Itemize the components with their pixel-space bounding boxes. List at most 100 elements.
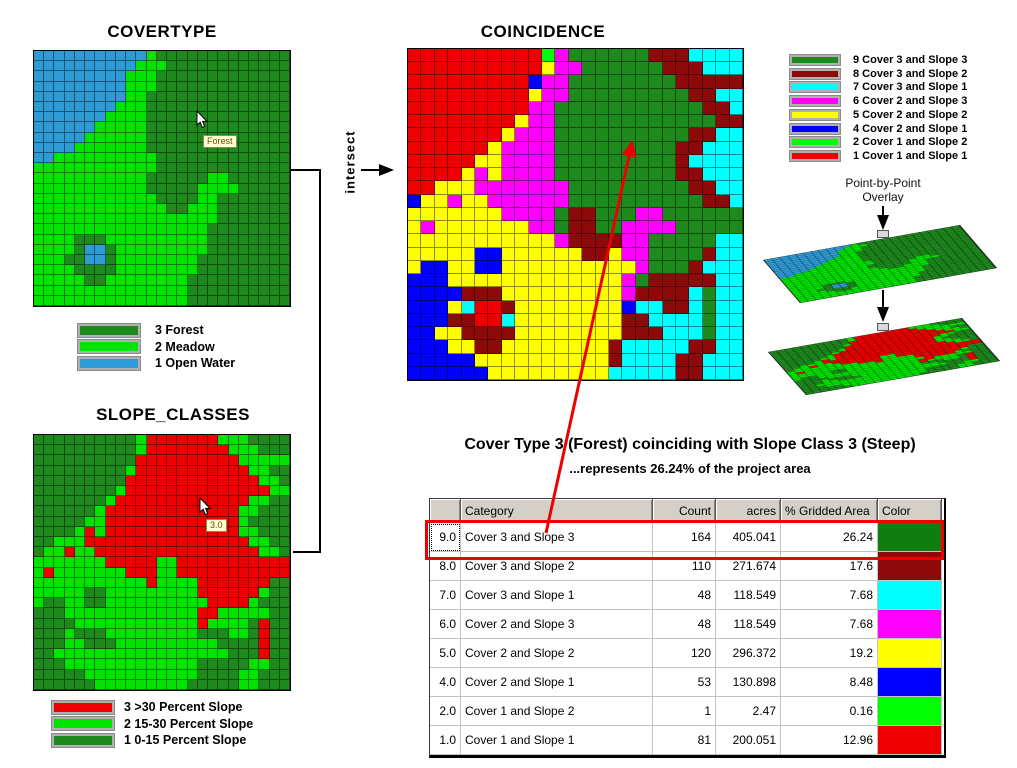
overlay-point-marker xyxy=(877,323,889,331)
table-row[interactable]: 7.0 Cover 3 and Slope 1 48 118.549 7.68 xyxy=(430,581,944,610)
cell-pct-gridded-area[interactable]: 19.2 xyxy=(781,639,878,668)
grid-cell xyxy=(675,327,690,341)
column-header[interactable]: acres xyxy=(716,499,781,523)
table-row[interactable]: 5.0 Cover 2 and Slope 2 120 296.372 19.2 xyxy=(430,639,944,668)
grid-cell xyxy=(269,214,280,225)
coincidence-statistics-table[interactable]: Category Count acres% Gridded Area Color 9.0… xyxy=(429,498,946,758)
cell-pct-gridded-area[interactable]: 7.68 xyxy=(781,581,878,610)
cell-record-id[interactable]: 7.0 xyxy=(430,581,461,610)
grid-cell xyxy=(95,598,106,609)
grid-cell xyxy=(488,366,502,380)
column-header[interactable]: Color xyxy=(878,499,942,523)
cell-color-swatch[interactable] xyxy=(878,726,942,755)
grid-cell xyxy=(568,313,583,328)
grid-cell xyxy=(259,445,270,456)
cell-color-swatch[interactable] xyxy=(878,697,942,726)
grid-cell xyxy=(34,193,45,204)
table-row[interactable]: 8.0 Cover 3 and Slope 2 110 271.674 17.6 xyxy=(430,552,944,581)
cell-record-id[interactable]: 9.0 xyxy=(430,523,461,552)
covertype-map[interactable] xyxy=(33,50,291,307)
cell-category[interactable]: Cover 1 and Slope 2 xyxy=(461,697,653,726)
grid-cell xyxy=(156,234,168,245)
cell-record-id[interactable]: 5.0 xyxy=(430,639,461,668)
cell-pct-gridded-area[interactable]: 12.96 xyxy=(781,726,878,755)
cell-color-swatch[interactable] xyxy=(878,552,942,581)
cell-acres[interactable]: 130.898 xyxy=(716,668,781,697)
cell-count[interactable]: 1 xyxy=(653,697,716,726)
grid-cell xyxy=(622,313,636,328)
cell-acres[interactable]: 118.549 xyxy=(716,610,781,639)
cell-color-swatch[interactable] xyxy=(878,523,942,552)
legend-label: 1 Cover 1 and Slope 1 xyxy=(853,149,968,162)
column-header[interactable]: Category xyxy=(461,499,653,523)
cell-pct-gridded-area[interactable]: 26.24 xyxy=(781,523,878,552)
grid-cell xyxy=(167,628,178,639)
grid-cell xyxy=(34,475,45,486)
table-row[interactable]: 6.0 Cover 2 and Slope 3 48 118.549 7.68 xyxy=(430,610,944,639)
grid-cell xyxy=(474,247,489,261)
cell-acres[interactable]: 271.674 xyxy=(716,552,781,581)
cell-category[interactable]: Cover 1 and Slope 1 xyxy=(461,726,653,755)
grid-cell xyxy=(177,475,188,486)
cell-count[interactable]: 164 xyxy=(653,523,716,552)
cell-category[interactable]: Cover 3 and Slope 3 xyxy=(461,523,653,552)
grid-cell xyxy=(434,340,449,354)
grid-cell xyxy=(218,224,229,235)
cell-color-swatch[interactable] xyxy=(878,668,942,697)
grid-cell xyxy=(249,122,260,133)
table-row[interactable]: 2.0 Cover 1 and Slope 2 1 2.47 0.16 xyxy=(430,697,944,726)
table-row[interactable]: 9.0 Cover 3 and Slope 3 164 405.041 26.24 xyxy=(430,523,944,552)
cell-acres[interactable]: 296.372 xyxy=(716,639,781,668)
grid-cell xyxy=(249,567,260,578)
cell-record-id[interactable]: 8.0 xyxy=(430,552,461,581)
slope-classes-map[interactable] xyxy=(33,434,291,691)
cell-color-swatch[interactable] xyxy=(878,581,942,610)
cell-category[interactable]: Cover 2 and Slope 2 xyxy=(461,639,653,668)
grid-cell xyxy=(34,536,45,548)
column-header[interactable] xyxy=(430,499,461,523)
cell-acres[interactable]: 405.041 xyxy=(716,523,781,552)
cell-category[interactable]: Cover 3 and Slope 1 xyxy=(461,581,653,610)
grid-cell xyxy=(716,101,730,116)
cell-category[interactable]: Cover 2 and Slope 3 xyxy=(461,610,653,639)
covertype-maptip: Forest xyxy=(203,135,237,148)
grid-cell xyxy=(716,194,730,208)
cell-acres[interactable]: 200.051 xyxy=(716,726,781,755)
cell-record-id[interactable]: 2.0 xyxy=(430,697,461,726)
cell-count[interactable]: 110 xyxy=(653,552,716,581)
grid-cell xyxy=(448,207,462,222)
cell-category[interactable]: Cover 2 and Slope 1 xyxy=(461,668,653,697)
cell-acres[interactable]: 2.47 xyxy=(716,697,781,726)
grid-cell xyxy=(44,183,55,194)
cell-acres[interactable]: 118.549 xyxy=(716,581,781,610)
coincidence-map[interactable] xyxy=(407,48,744,381)
cell-count[interactable]: 53 xyxy=(653,668,716,697)
cell-category[interactable]: Cover 3 and Slope 2 xyxy=(461,552,653,581)
cell-count[interactable]: 120 xyxy=(653,639,716,668)
cell-pct-gridded-area[interactable]: 17.6 xyxy=(781,552,878,581)
cell-color-swatch[interactable] xyxy=(878,639,942,668)
cell-record-id[interactable]: 6.0 xyxy=(430,610,461,639)
cell-color-swatch[interactable] xyxy=(878,610,942,639)
grid-cell xyxy=(54,132,65,143)
cell-record-id[interactable]: 1.0 xyxy=(430,726,461,755)
grid-cell xyxy=(95,173,106,184)
table-row[interactable]: 4.0 Cover 2 and Slope 1 53 130.898 8.48 xyxy=(430,668,944,697)
grid-cell xyxy=(167,295,178,306)
column-header[interactable]: % Gridded Area xyxy=(781,499,878,523)
cell-record-id[interactable]: 4.0 xyxy=(430,668,461,697)
column-header[interactable]: Count xyxy=(653,499,716,523)
cell-count[interactable]: 48 xyxy=(653,610,716,639)
grid-cell xyxy=(689,247,703,261)
cell-pct-gridded-area[interactable]: 8.48 xyxy=(781,668,878,697)
grid-cell xyxy=(622,168,636,182)
cell-count[interactable]: 48 xyxy=(653,581,716,610)
grid-cell xyxy=(167,587,178,599)
grid-cell xyxy=(716,366,730,380)
cell-pct-gridded-area[interactable]: 0.16 xyxy=(781,697,878,726)
cell-pct-gridded-area[interactable]: 7.68 xyxy=(781,610,878,639)
cell-count[interactable]: 81 xyxy=(653,726,716,755)
table-row[interactable]: 1.0 Cover 1 and Slope 1 81 200.051 12.96 xyxy=(430,726,944,755)
grid-cell xyxy=(269,275,280,286)
grid-cell xyxy=(408,154,422,169)
